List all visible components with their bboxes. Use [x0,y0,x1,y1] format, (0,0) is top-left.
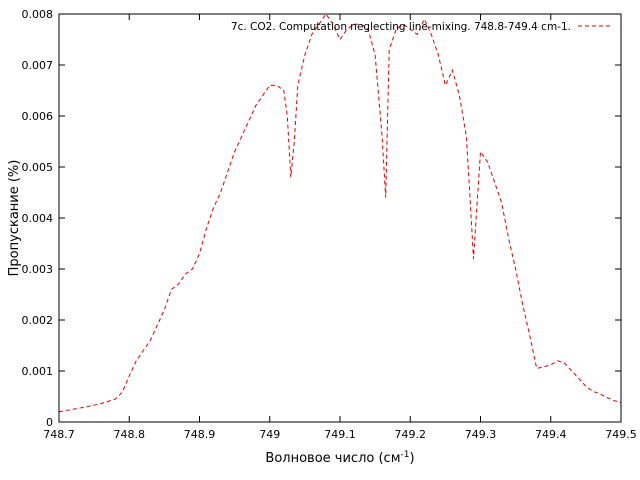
y-tick-label: 0 [46,416,53,429]
series-line [58,13,622,413]
x-axis-title-text: Волновое число (см [265,451,400,466]
x-tick-label: 749.1 [324,428,356,441]
y-tick-label: 0.008 [22,8,54,21]
x-tick-label: 749.3 [465,428,497,441]
x-axis-title-close: ) [409,451,414,466]
y-tick-label: 0.003 [22,263,54,276]
x-tick-label: 748.9 [184,428,216,441]
y-tick-label: 0.006 [22,110,54,123]
plot-frame [58,13,622,423]
x-tick-label: 748.7 [43,428,75,441]
x-tick-label: 749.2 [395,428,427,441]
x-axis-title-superscript: -1 [401,450,410,460]
ticks-layer: 748.7 748.8 748.9 749 749.1 749.2 749.3 749.4 74… [22,8,637,441]
y-tick-label: 0.004 [22,212,54,225]
legend-label: 7c. CO2. Computation neglecting line-mix… [231,21,571,33]
legend: 7c. CO2. Computation neglecting line-mix… [231,21,612,33]
y-tick-label: 0.002 [22,314,54,327]
x-axis-title: Волновое число (см-1) [265,450,414,466]
y-tick-label: 0.007 [22,59,54,72]
x-tick-label: 749 [259,428,280,441]
y-tick-label: 0.001 [22,365,54,378]
series-layer [58,13,622,413]
y-axis-title: Пропускание (%) [7,160,22,277]
y-tick-label: 0.005 [22,161,54,174]
x-tick-label: 748.8 [114,428,146,441]
x-tick-label: 749.5 [605,428,637,441]
x-tick-label: 749.4 [535,428,567,441]
